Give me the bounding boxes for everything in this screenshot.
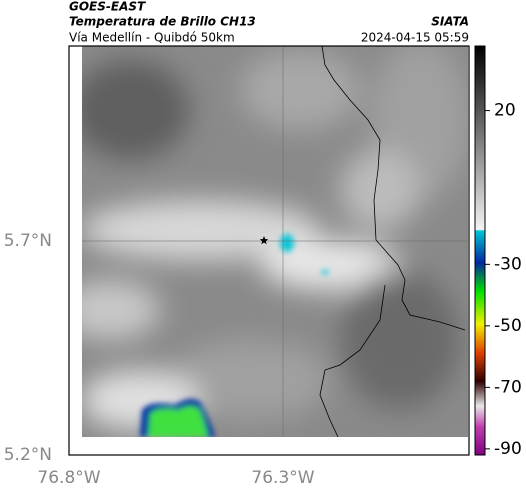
satellite-image [82, 46, 468, 437]
satellite: GOES-EAST [69, 0, 146, 14]
colorbar-tick-label: -30 [494, 254, 522, 274]
lon-label: 76.3°W [251, 468, 314, 488]
product: Temperatura de Brillo CH13 [69, 15, 256, 29]
colorbar-tick-label: -50 [494, 316, 522, 336]
colorbar [474, 45, 486, 456]
colorbar-tick-label: 20 [494, 101, 516, 121]
colorbar-tick-label: -90 [494, 439, 522, 459]
timestamp: 2024-04-15 05:59 [361, 31, 469, 45]
colorbar-tick-label: -70 [494, 377, 522, 397]
source: SIATA [431, 15, 469, 29]
lat-label: 5.2°N [4, 445, 52, 465]
lat-label: 5.7°N [4, 231, 52, 251]
lon-label: 76.8°W [37, 468, 100, 488]
route: Vía Medellín - Quibdó 50km [69, 31, 235, 45]
map-frame [68, 45, 470, 456]
